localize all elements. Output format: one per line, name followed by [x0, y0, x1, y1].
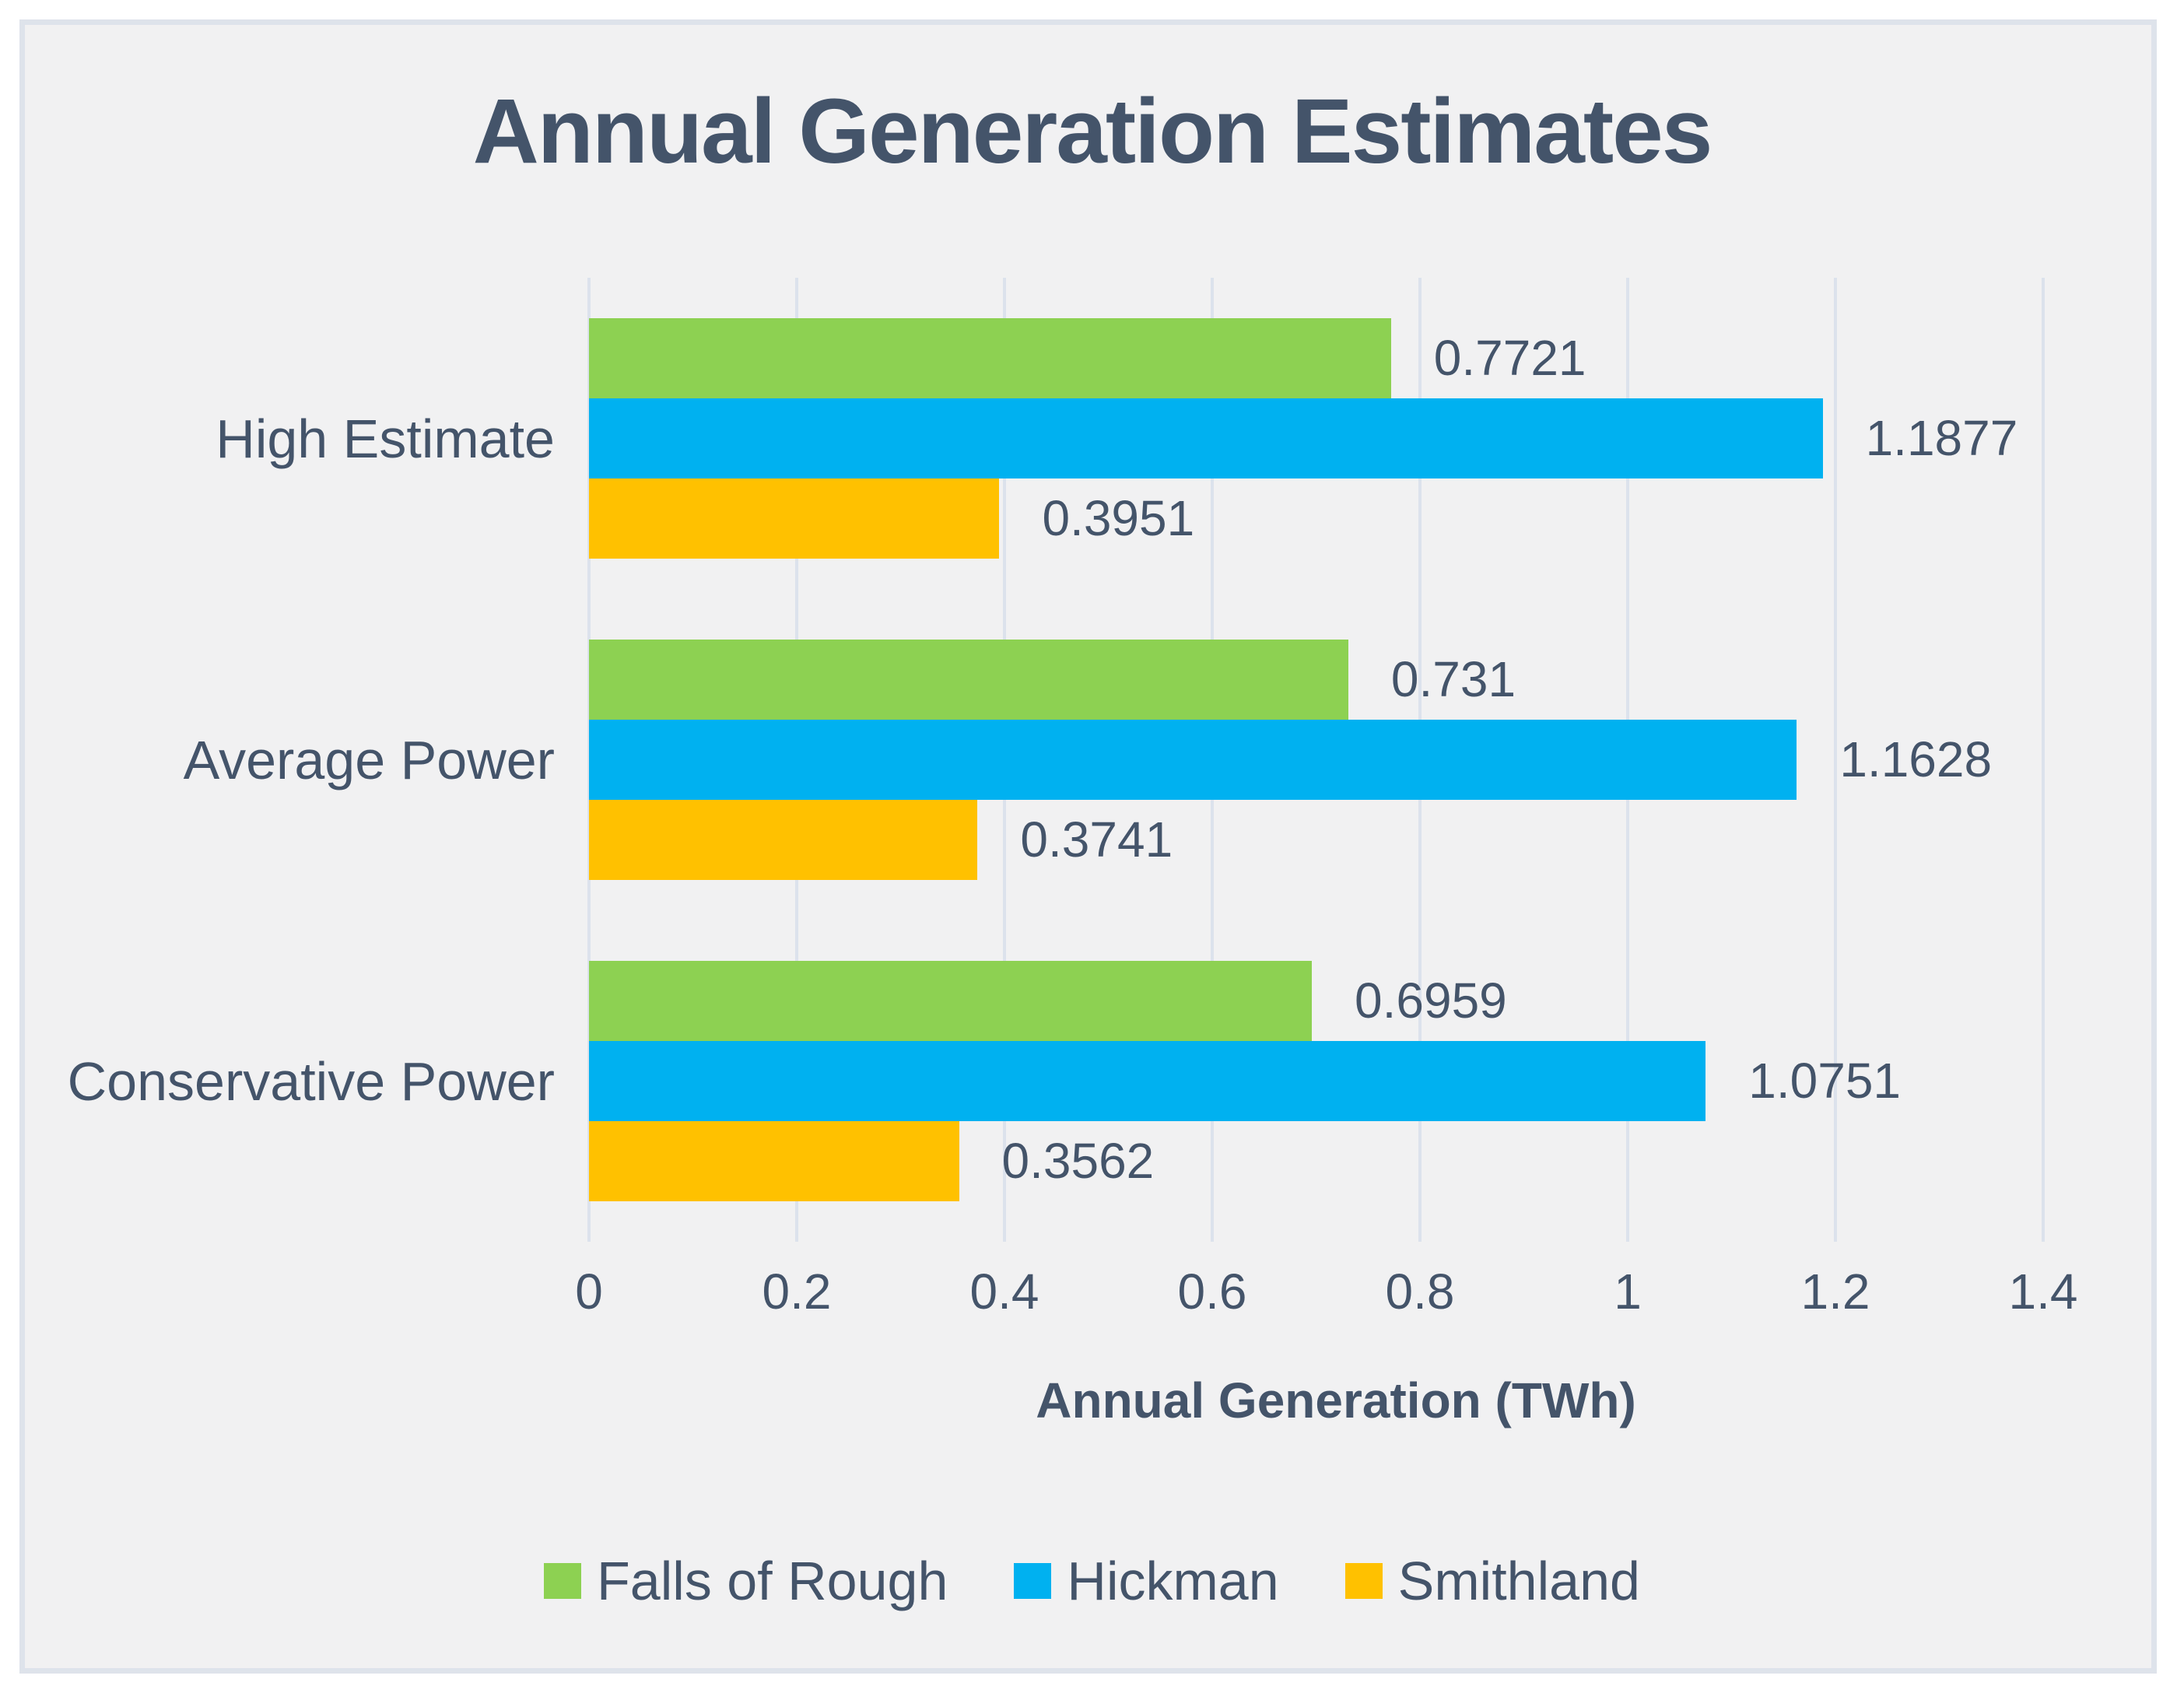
legend-marker-falls-of-rough: [544, 1563, 582, 1599]
legend-item-falls-of-rough: Falls of Rough: [544, 1550, 948, 1612]
x-tick-label: 0: [575, 1264, 603, 1320]
x-tick-label: 0.6: [1177, 1264, 1247, 1320]
bar-falls-of-rough-conservative-power: [589, 961, 1313, 1041]
x-tick-label: 1.4: [2008, 1264, 2078, 1320]
category-label: High Estimate: [216, 408, 555, 469]
bar-falls-of-rough-average-power: [589, 640, 1348, 720]
bar-smithland-conservative-power: [589, 1121, 959, 1201]
plot-area: 0.7721 1.1877 0.3951 0.731 1.1628 0.3741 0.695…: [587, 278, 2150, 1242]
data-label: 1.0751: [1748, 1053, 1901, 1109]
chart-frame: [19, 19, 2157, 1674]
data-label: 1.1628: [1839, 731, 1993, 787]
x-tick-label: 1.2: [1800, 1264, 1870, 1320]
x-tick-label: 0.4: [969, 1264, 1039, 1320]
x-tick-label: 1: [1614, 1264, 1642, 1320]
legend-marker-hickman: [1014, 1563, 1052, 1599]
category-label: Average Power: [183, 729, 555, 790]
data-label: 0.3741: [1020, 811, 1173, 868]
data-label: 0.3951: [1042, 490, 1195, 546]
legend: Falls of Rough Hickman Smithland: [0, 1550, 2184, 1612]
legend-label: Falls of Rough: [597, 1551, 948, 1611]
data-label: 0.731: [1390, 651, 1516, 707]
data-label: 0.7721: [1433, 330, 1586, 386]
x-tick-label: 0.8: [1385, 1264, 1455, 1320]
bar-hickman-high-estimate: [589, 398, 1823, 478]
bar-hickman-average-power: [589, 720, 1797, 800]
data-label: 0.6959: [1355, 973, 1507, 1029]
gridline: [2042, 278, 2045, 1242]
gridline: [1834, 278, 1837, 1242]
bar-smithland-average-power: [589, 800, 978, 880]
legend-item-smithland: Smithland: [1344, 1550, 1640, 1612]
bar-smithland-high-estimate: [589, 478, 1000, 559]
chart-title: Annual Generation Estimates: [472, 80, 1713, 183]
legend-label: Smithland: [1397, 1551, 1640, 1611]
legend-label: Hickman: [1067, 1551, 1279, 1611]
data-label: 0.3562: [1001, 1133, 1155, 1189]
legend-marker-smithland: [1344, 1563, 1383, 1599]
category-label: Conservative Power: [67, 1050, 555, 1112]
x-axis-title: Annual Generation (TWh): [1036, 1372, 1636, 1428]
bar-falls-of-rough-high-estimate: [589, 318, 1391, 398]
x-tick-label: 0.2: [762, 1264, 832, 1320]
bar-hickman-conservative-power: [589, 1041, 1706, 1121]
data-label: 1.1877: [1865, 410, 2018, 466]
legend-item-hickman: Hickman: [1014, 1550, 1279, 1612]
